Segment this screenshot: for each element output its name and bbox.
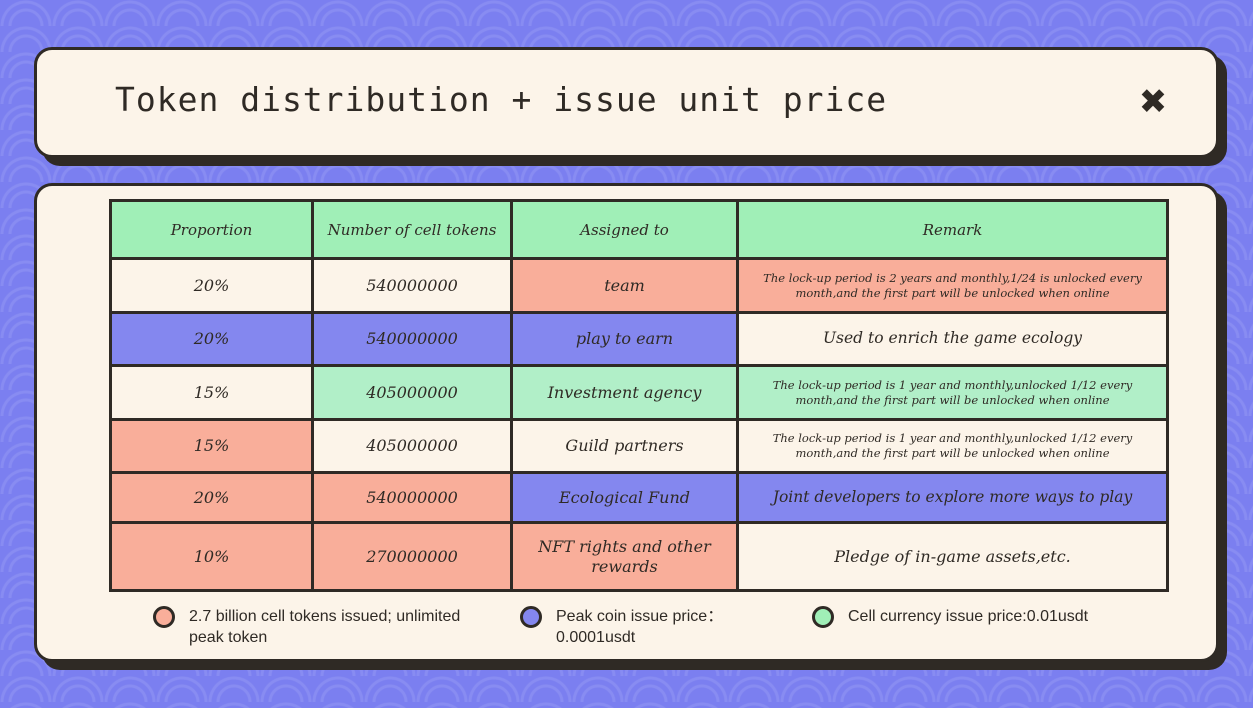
legend-item-peak-price: Peak coin issue price：0.0001usdt: [520, 606, 760, 648]
cell-tokens: 540000000: [311, 471, 513, 524]
legend-item-cell-price: Cell currency issue price:0.01usdt: [812, 606, 1152, 628]
cell-remark: The lock-up period is 1 year and monthly…: [736, 364, 1169, 421]
table-row: 20% 540000000 Ecological Fund Joint deve…: [109, 471, 1169, 524]
legend-dot-salmon: [153, 606, 175, 628]
cell-assigned: Investment agency: [510, 364, 739, 421]
cell-tokens: 540000000: [311, 311, 513, 367]
legend-item-total-supply: 2.7 billion cell tokens issued; unlimite…: [153, 606, 473, 648]
legend-dot-blue: [520, 606, 542, 628]
cell-remark: Used to enrich the game ecology: [736, 311, 1169, 367]
cell-remark: The lock-up period is 1 year and monthly…: [736, 418, 1169, 474]
page-title: Token distribution + issue unit price: [115, 80, 888, 119]
cell-proportion: 20%: [109, 257, 314, 314]
cell-assigned: Ecological Fund: [510, 471, 739, 524]
table-row: 15% 405000000 Investment agency The lock…: [109, 364, 1169, 421]
cell-assigned: NFT rights and other rewards: [510, 521, 739, 592]
cell-proportion: 15%: [109, 418, 314, 474]
table-row: 20% 540000000 play to earn Used to enric…: [109, 311, 1169, 367]
cell-remark: The lock-up period is 2 years and monthl…: [736, 257, 1169, 314]
cell-tokens: 270000000: [311, 521, 513, 592]
legend-text: Peak coin issue price：0.0001usdt: [556, 608, 724, 646]
cell-tokens: 405000000: [311, 364, 513, 421]
cell-assigned: team: [510, 257, 739, 314]
distribution-table: Proportion Number of cell tokens Assigne…: [109, 199, 1169, 592]
cell-remark: Pledge of in-game assets,etc.: [736, 521, 1169, 592]
legend-text: Cell currency issue price:0.01usdt: [848, 608, 1089, 625]
column-header-tokens: Number of cell tokens: [311, 199, 513, 260]
cell-assigned: play to earn: [510, 311, 739, 367]
column-header-proportion: Proportion: [109, 199, 314, 260]
cell-remark: Joint developers to explore more ways to…: [736, 471, 1169, 524]
close-icon[interactable]: ✖: [1138, 82, 1168, 122]
cell-tokens: 405000000: [311, 418, 513, 474]
cell-assigned: Guild partners: [510, 418, 739, 474]
table-row: 20% 540000000 team The lock-up period is…: [109, 257, 1169, 314]
column-header-remark: Remark: [736, 199, 1169, 260]
cell-proportion: 20%: [109, 311, 314, 367]
cell-tokens: 540000000: [311, 257, 513, 314]
column-header-assigned: Assigned to: [510, 199, 739, 260]
legend-dot-green: [812, 606, 834, 628]
title-panel: Token distribution + issue unit price ✖: [34, 47, 1219, 158]
table-row: 10% 270000000 NFT rights and other rewar…: [109, 521, 1169, 592]
table-row: 15% 405000000 Guild partners The lock-up…: [109, 418, 1169, 474]
table-header-row: Proportion Number of cell tokens Assigne…: [109, 199, 1169, 260]
cell-proportion: 20%: [109, 471, 314, 524]
legend-text: 2.7 billion cell tokens issued; unlimite…: [189, 608, 461, 646]
cell-proportion: 15%: [109, 364, 314, 421]
cell-proportion: 10%: [109, 521, 314, 592]
